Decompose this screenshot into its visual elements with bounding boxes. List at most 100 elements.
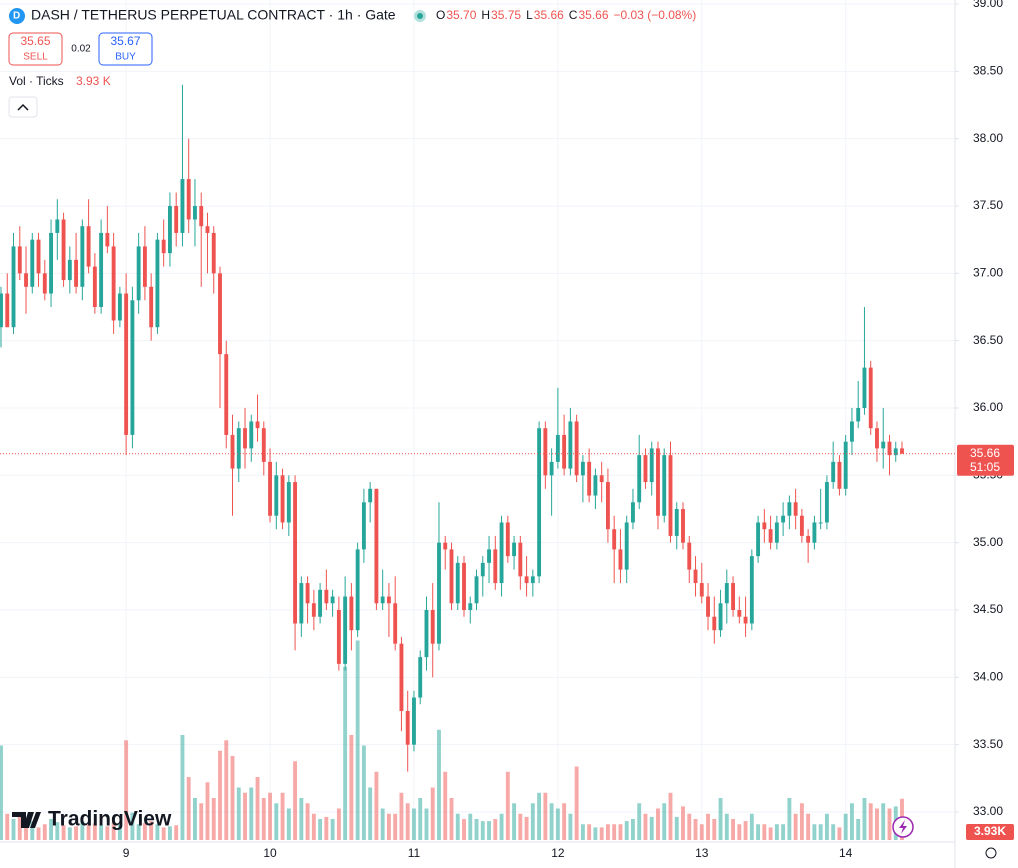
volume-bar bbox=[587, 824, 592, 840]
sell-price: 35.65 bbox=[20, 34, 50, 48]
volume-bar bbox=[36, 827, 41, 840]
y-tick-label: 34.00 bbox=[973, 670, 1003, 684]
candle-body bbox=[393, 603, 398, 644]
volume-bar bbox=[699, 824, 704, 840]
x-tick-label: 10 bbox=[263, 846, 277, 860]
volume-bar bbox=[724, 813, 729, 840]
volume-bar bbox=[5, 813, 10, 840]
candle-body bbox=[743, 616, 748, 624]
candle-body bbox=[105, 232, 110, 247]
x-tick-label: 12 bbox=[551, 846, 565, 860]
candle-body bbox=[280, 475, 285, 523]
chart-title[interactable]: DASH / TETHERUS PERPETUAL CONTRACT · 1h … bbox=[31, 7, 396, 23]
buy-button[interactable] bbox=[98, 32, 153, 66]
volume-bar bbox=[430, 787, 435, 840]
volume-bar bbox=[124, 740, 129, 840]
candle-body bbox=[0, 293, 3, 328]
candle-body bbox=[299, 583, 304, 624]
candle-body bbox=[893, 448, 898, 456]
volume-axis-box bbox=[966, 824, 1014, 840]
spread: 0.02 bbox=[71, 44, 91, 55]
volume-bar bbox=[30, 821, 35, 840]
candle-body bbox=[136, 246, 141, 301]
candle-body bbox=[862, 367, 867, 408]
volume-bar bbox=[555, 808, 560, 840]
candle-body bbox=[5, 293, 10, 328]
candle-body bbox=[418, 657, 423, 698]
collapse-button[interactable] bbox=[8, 96, 38, 118]
volume-bar bbox=[824, 813, 829, 840]
candle-body bbox=[543, 428, 548, 476]
x-tick-label: 14 bbox=[839, 846, 853, 860]
volume-bar bbox=[105, 826, 110, 840]
candle-body bbox=[205, 226, 210, 233]
volume-bar bbox=[286, 808, 291, 840]
volume-bar bbox=[749, 813, 754, 840]
volume-bar bbox=[268, 792, 272, 840]
volume-bar bbox=[793, 813, 798, 840]
volume-bar bbox=[86, 824, 91, 840]
candle-body bbox=[806, 535, 811, 543]
volume-bar bbox=[856, 819, 861, 840]
ohlc-key: O bbox=[436, 8, 445, 22]
volume-bar bbox=[850, 803, 854, 840]
volume-bar bbox=[99, 825, 104, 840]
candle-body bbox=[693, 569, 698, 584]
ohlc-value: 35.66 bbox=[534, 8, 564, 22]
volume-bar bbox=[480, 821, 485, 840]
volume-bar bbox=[474, 819, 479, 840]
candle-body bbox=[368, 488, 373, 503]
volume-bar bbox=[649, 816, 654, 840]
volume-bar bbox=[424, 808, 429, 840]
candle-body bbox=[549, 461, 554, 476]
volume-bar bbox=[562, 803, 567, 840]
ohlc-key: L bbox=[526, 8, 533, 22]
candle-body bbox=[386, 596, 391, 604]
volume-bar bbox=[274, 803, 279, 840]
candle-body bbox=[831, 461, 836, 483]
volume-layer bbox=[0, 640, 904, 840]
sell-button[interactable] bbox=[8, 32, 63, 66]
candle-body bbox=[762, 522, 767, 530]
volume-bar bbox=[812, 824, 817, 840]
volume-bar bbox=[11, 819, 16, 840]
volume-bar bbox=[549, 803, 554, 840]
candle-body bbox=[818, 522, 823, 524]
volume-bar bbox=[875, 808, 879, 840]
volume-bar bbox=[186, 777, 191, 840]
volume-bar bbox=[837, 827, 842, 840]
candle-body bbox=[11, 246, 16, 328]
volume-bar bbox=[618, 824, 623, 840]
countdown: 51:05 bbox=[970, 460, 1000, 474]
candle-body bbox=[61, 219, 66, 281]
volume-bar bbox=[193, 798, 197, 840]
symbol-icon bbox=[9, 8, 25, 24]
y-tick-label: 36.00 bbox=[973, 400, 1003, 414]
volume-bar bbox=[412, 808, 416, 840]
candle-body bbox=[643, 455, 648, 483]
symbol-icon-glyph: D bbox=[13, 11, 20, 22]
candle-body bbox=[405, 711, 410, 745]
volume-bar bbox=[731, 819, 736, 840]
candle-body bbox=[355, 549, 360, 631]
candle-body bbox=[424, 610, 429, 658]
settings-icon[interactable] bbox=[985, 847, 997, 859]
volume-bar bbox=[111, 822, 116, 840]
candle-body bbox=[149, 286, 154, 328]
volume-bar bbox=[693, 819, 698, 840]
y-tick-label: 33.00 bbox=[973, 804, 1003, 818]
volume-bar bbox=[55, 822, 60, 840]
x-tick-label: 9 bbox=[123, 846, 130, 860]
candle-body bbox=[731, 583, 736, 610]
y-tick-label: 38.50 bbox=[973, 64, 1003, 78]
candle-body bbox=[268, 461, 272, 516]
volume-bar bbox=[405, 803, 410, 840]
volume-bar bbox=[449, 798, 454, 840]
volume-bar bbox=[768, 827, 773, 840]
volume-bar bbox=[518, 813, 523, 840]
candle-body bbox=[311, 603, 316, 617]
volume-bar bbox=[568, 813, 573, 840]
candle-body bbox=[49, 232, 53, 294]
